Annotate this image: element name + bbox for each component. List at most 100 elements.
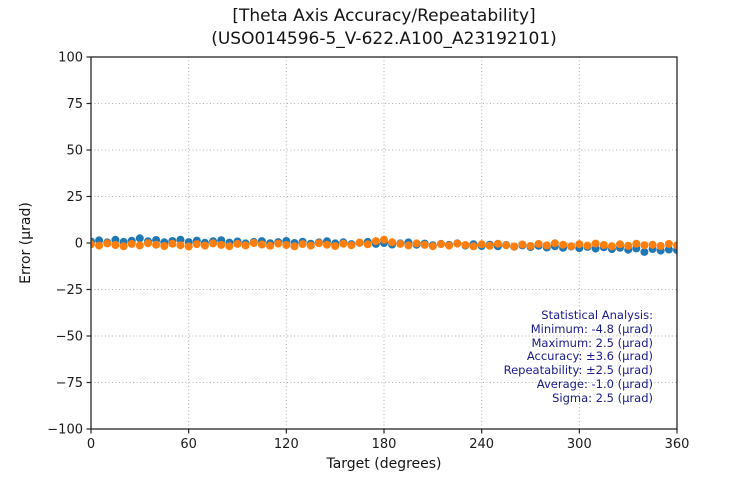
- data-point: [493, 239, 502, 248]
- data-point: [355, 238, 364, 247]
- data-point: [314, 239, 323, 248]
- stats-line-heading: Statistical Analysis:: [541, 308, 653, 322]
- data-point: [298, 240, 307, 249]
- data-point: [200, 241, 209, 250]
- data-point: [323, 240, 331, 249]
- data-point: [168, 239, 177, 248]
- data-point: [461, 241, 470, 249]
- data-point: [119, 242, 128, 251]
- data-point: [453, 239, 462, 248]
- data-point: [510, 242, 519, 251]
- data-point: [111, 241, 120, 249]
- stats-line-repeatability: Repeatability: ±2.5 (µrad): [503, 363, 653, 378]
- data-point: [95, 241, 104, 250]
- y-tick-label: 50: [66, 144, 83, 159]
- data-point: [404, 241, 413, 250]
- data-point: [249, 239, 258, 247]
- data-point: [225, 242, 234, 251]
- data-point: [664, 239, 673, 248]
- y-tick-label: 0: [75, 237, 83, 252]
- x-axis-label: Target (degrees): [326, 456, 442, 472]
- data-point: [485, 241, 494, 250]
- data-point: [599, 241, 608, 249]
- data-point: [192, 240, 201, 249]
- data-point: [575, 240, 584, 249]
- stats-line-minimum: Minimum: -4.8 (µrad): [530, 321, 653, 336]
- data-point: [673, 241, 677, 250]
- data-point: [445, 241, 454, 250]
- data-point: [233, 239, 242, 248]
- stats-annotation: Statistical Analysis: Minimum: -4.8 (µra…: [503, 308, 653, 406]
- data-point: [640, 241, 649, 250]
- scatter-points: [91, 234, 677, 256]
- data-point: [640, 247, 649, 256]
- y-tick-label: −100: [47, 423, 83, 438]
- y-axis-label: Error (µrad): [18, 202, 34, 284]
- x-tick-label: 0: [87, 437, 95, 452]
- stats-line-sigma: Sigma: 2.5 (µrad): [552, 390, 653, 405]
- data-point: [371, 237, 380, 246]
- data-point: [583, 241, 592, 250]
- data-point: [91, 240, 95, 249]
- data-point: [567, 242, 576, 251]
- x-tick-label: 180: [372, 437, 397, 452]
- data-point: [526, 242, 535, 250]
- data-point: [282, 241, 291, 249]
- data-point: [331, 242, 340, 250]
- y-tick-label: −50: [56, 330, 83, 345]
- data-point: [135, 241, 144, 250]
- data-point: [339, 239, 348, 248]
- data-point: [624, 241, 633, 250]
- data-point: [363, 240, 372, 249]
- data-point: [241, 241, 250, 250]
- data-point: [477, 240, 486, 249]
- data-point: [591, 239, 600, 248]
- data-point: [306, 241, 315, 250]
- data-point: [550, 239, 559, 248]
- data-point: [290, 242, 299, 251]
- data-point: [152, 240, 161, 249]
- data-point: [607, 242, 616, 251]
- x-tick-label: 240: [469, 437, 494, 452]
- data-point: [518, 240, 527, 249]
- data-point: [469, 242, 478, 251]
- scatter-series-orange: [91, 235, 677, 251]
- data-point: [347, 241, 356, 250]
- data-point: [559, 240, 568, 249]
- data-point: [160, 242, 169, 250]
- data-point: [176, 235, 185, 244]
- data-point: [144, 239, 152, 248]
- data-point: [127, 239, 136, 248]
- x-tick-label: 60: [180, 437, 197, 452]
- data-point: [396, 239, 405, 248]
- x-tick-label: 300: [567, 437, 592, 452]
- y-tick-label: 100: [58, 51, 83, 66]
- y-tick-label: 75: [66, 97, 83, 112]
- data-point: [274, 239, 283, 248]
- x-tick-label: 360: [665, 437, 690, 452]
- data-point: [257, 240, 266, 249]
- data-point: [502, 241, 511, 250]
- data-point: [428, 242, 437, 251]
- data-point: [217, 240, 226, 249]
- data-point: [656, 242, 665, 250]
- data-point: [437, 240, 445, 249]
- data-point: [542, 241, 551, 250]
- data-point: [184, 242, 193, 251]
- stats-line-maximum: Maximum: 2.5 (µrad): [531, 335, 653, 350]
- y-tick-label: −75: [56, 376, 83, 391]
- x-tick-label: 120: [274, 437, 299, 452]
- data-point: [420, 240, 429, 249]
- data-point: [266, 241, 275, 250]
- y-tick-label: 25: [66, 190, 83, 205]
- data-point: [135, 234, 144, 243]
- data-point: [388, 238, 397, 247]
- data-point: [380, 235, 388, 244]
- stats-line-accuracy: Accuracy: ±3.6 (µrad): [526, 349, 653, 364]
- data-point: [632, 239, 641, 248]
- data-point: [412, 239, 421, 248]
- data-point: [209, 239, 218, 248]
- stats-line-average: Average: -1.0 (µrad): [536, 376, 653, 391]
